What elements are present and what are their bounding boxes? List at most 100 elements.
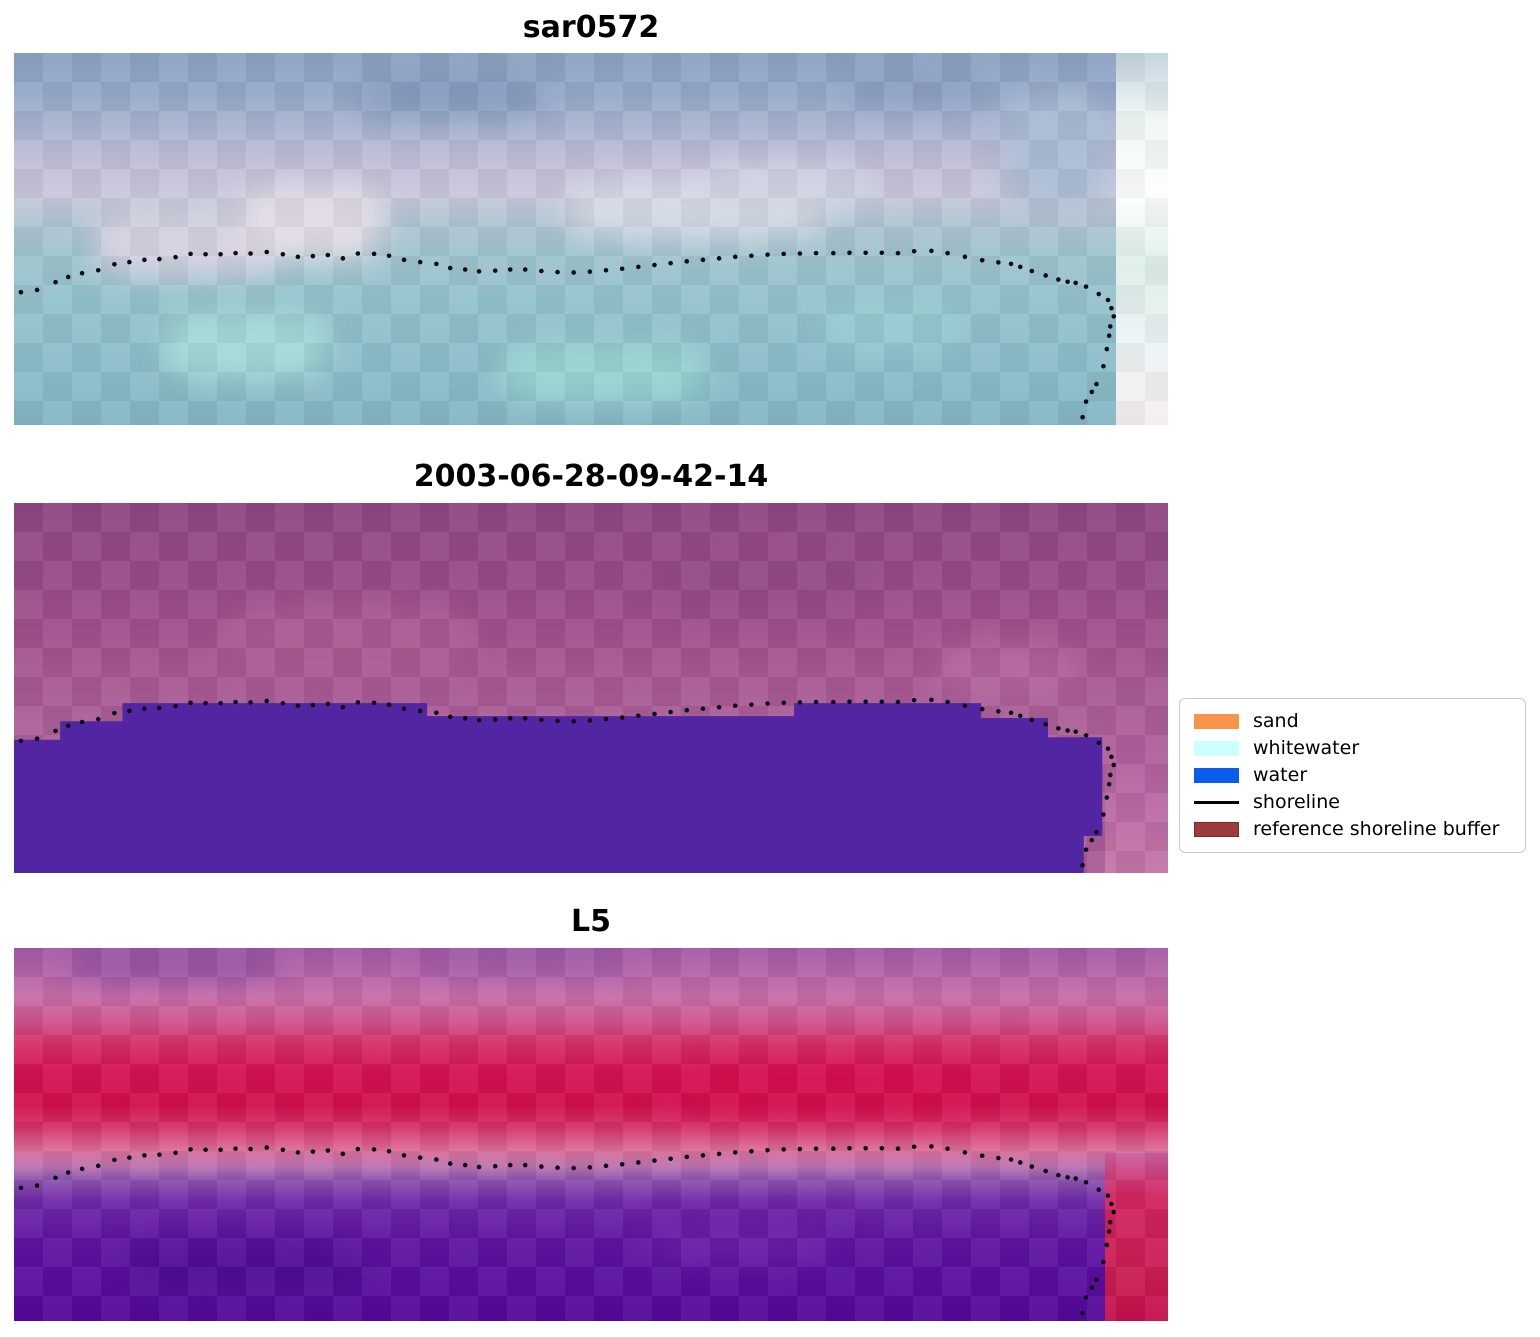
shoreline-dot <box>522 267 528 272</box>
shoreline-dot <box>248 700 253 705</box>
shoreline-dot <box>1073 1176 1078 1181</box>
shoreline-dot <box>929 248 934 254</box>
shoreline-dot <box>401 1153 407 1158</box>
shoreline-dot <box>447 714 453 720</box>
shoreline-dot <box>233 1146 238 1151</box>
shoreline-dot <box>65 274 71 280</box>
shoreline-dot <box>765 701 770 706</box>
shoreline-dot <box>95 267 101 273</box>
shoreline-dot <box>813 699 819 705</box>
shoreline-dot <box>781 251 787 257</box>
legend-entry-water: water <box>1194 766 1511 785</box>
panel-l5 <box>14 948 1168 1321</box>
shoreline-dot <box>1108 324 1113 329</box>
image-texture-blob <box>498 343 707 403</box>
pixel-grid-overlay <box>14 948 1168 1321</box>
shoreline-dot <box>1056 1172 1061 1178</box>
shoreline-dot <box>1043 721 1048 727</box>
shoreline-overlay <box>18 1144 1117 1316</box>
legend-label: shoreline <box>1253 791 1340 813</box>
image-texture-blob <box>244 186 384 262</box>
shoreline-dot <box>1080 1310 1085 1316</box>
shoreline-dot <box>310 1149 316 1154</box>
shoreline-dot <box>401 257 407 263</box>
shoreline-dot <box>1029 1164 1035 1169</box>
shoreline-dot <box>587 718 593 723</box>
satellite-image-texture <box>14 948 1168 1321</box>
shoreline-dot <box>310 702 316 708</box>
shoreline-dot <box>203 251 208 257</box>
shoreline-dot <box>1017 1160 1023 1165</box>
shoreline-dot <box>1101 1259 1106 1265</box>
image-right-edge <box>1104 688 1168 873</box>
shoreline-dot <box>492 717 498 722</box>
shoreline-dot <box>619 266 625 272</box>
shoreline-dot <box>652 262 657 268</box>
shoreline-dot <box>1083 1179 1089 1185</box>
shoreline-dot <box>218 251 223 257</box>
shoreline-dot <box>325 701 331 707</box>
shoreline-dot <box>295 703 301 709</box>
shoreline-dot <box>507 716 513 721</box>
shoreline-dot <box>127 259 132 265</box>
shoreline-dot <box>587 269 593 275</box>
panel-classified <box>14 503 1168 873</box>
shoreline-overlay <box>18 248 1117 420</box>
shoreline-dot <box>732 254 738 260</box>
shoreline-dot <box>879 699 885 704</box>
shoreline-dot <box>945 699 950 705</box>
shoreline-dot <box>492 1163 498 1169</box>
shoreline-dot <box>962 1150 968 1155</box>
legend-swatch-water <box>1194 768 1239 783</box>
shoreline-dot <box>1105 746 1111 751</box>
image-right-edge <box>1116 53 1168 425</box>
shoreline-dot <box>996 709 1001 714</box>
shoreline-dot <box>203 1147 208 1153</box>
shoreline-dot <box>264 1145 270 1150</box>
shoreline-dot <box>218 1147 223 1153</box>
shoreline-dot <box>79 1166 85 1172</box>
shoreline-dot <box>79 270 85 276</box>
shoreline-dot <box>295 1150 301 1155</box>
image-texture-blob <box>1006 97 1111 210</box>
shoreline-dot <box>1105 1193 1111 1198</box>
shoreline-dot <box>1106 1229 1112 1234</box>
shoreline-dot <box>18 1185 24 1191</box>
shoreline-dot <box>863 699 868 704</box>
shoreline-dot <box>716 704 722 710</box>
shoreline-dot <box>95 716 101 722</box>
shoreline-dot <box>371 700 377 706</box>
shoreline-dot <box>386 1148 392 1154</box>
shoreline-dot <box>157 705 162 711</box>
shoreline-dot <box>1029 268 1035 274</box>
shoreline-dot <box>1089 837 1095 843</box>
panel-title-sar0572: sar0572 <box>522 10 660 45</box>
shoreline-dot <box>1106 333 1112 339</box>
legend-entry-shoreline: shoreline <box>1194 793 1511 812</box>
shoreline-dot <box>539 1164 544 1169</box>
image-texture-blob <box>221 606 476 688</box>
image-right-edge <box>1104 1153 1168 1321</box>
shoreline-dot <box>355 251 361 256</box>
shoreline-dot <box>781 700 787 706</box>
shoreline-dot <box>18 738 24 744</box>
shoreline-dot <box>34 736 40 741</box>
shoreline-dot <box>371 251 377 257</box>
shoreline-dot <box>53 728 58 734</box>
shoreline-dot <box>781 1147 787 1152</box>
shoreline-dot <box>434 261 439 267</box>
shoreline-dot <box>127 1155 132 1160</box>
shoreline-dot <box>65 1170 71 1175</box>
shoreline-dot <box>945 250 950 256</box>
shoreline-dot <box>522 716 528 721</box>
shoreline-dot <box>652 1158 657 1163</box>
shoreline-dot <box>749 702 754 707</box>
shoreline-dot <box>248 251 253 256</box>
shoreline-dot <box>142 257 147 263</box>
shoreline-dot <box>1008 1157 1014 1162</box>
legend: sand whitewater water shoreline reference sh… <box>1179 698 1526 853</box>
shoreline-dot <box>355 1146 361 1152</box>
shoreline-dot <box>1104 346 1110 352</box>
shoreline-dot <box>1094 1277 1099 1283</box>
shoreline-dot <box>636 1160 641 1165</box>
